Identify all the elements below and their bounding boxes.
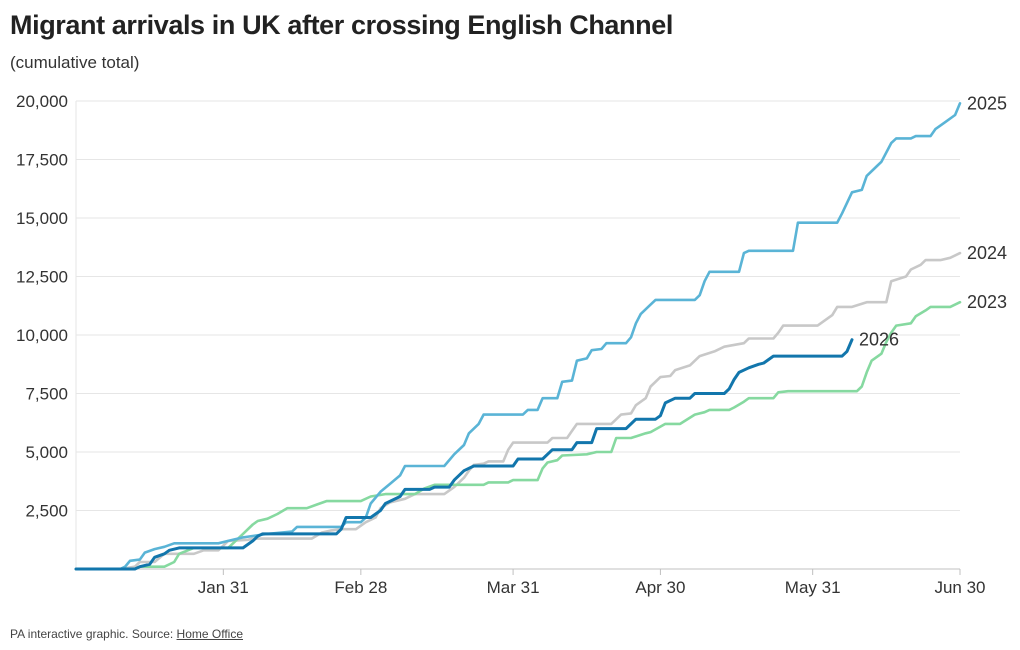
series-line-2026 xyxy=(74,338,854,571)
series-line-2025 xyxy=(74,102,962,571)
series-lines xyxy=(74,102,962,571)
series-line-2024 xyxy=(74,251,962,571)
y-tick-label: 2,500 xyxy=(25,502,68,521)
x-tick-label: Mar 31 xyxy=(487,578,540,597)
source-link[interactable]: Home Office xyxy=(176,627,243,641)
x-tick-label: Jun 30 xyxy=(934,578,985,597)
y-tick-label: 15,000 xyxy=(16,209,68,228)
series-label-2026: 2026 xyxy=(859,330,899,350)
y-tick-label: 10,000 xyxy=(16,326,68,345)
footer-text: PA interactive graphic. Source: xyxy=(10,627,177,641)
x-axis: Jan 31 Feb 28 Mar 31 Apr 30 May 31 Jun 30 xyxy=(76,568,986,597)
gridlines xyxy=(76,100,960,511)
footer-source: PA interactive graphic. Source: Home Off… xyxy=(10,627,243,641)
y-tick-label: 20,000 xyxy=(16,92,68,111)
y-axis: 2,500 5,000 7,500 10,000 12,500 15,000 17,500 2… xyxy=(16,92,77,569)
x-tick-label: May 31 xyxy=(785,578,841,597)
x-tick-label: Feb 28 xyxy=(334,578,387,597)
series-labels: 2025 2024 2023 2026 xyxy=(859,93,1007,349)
series-line-2023 xyxy=(74,300,962,571)
chart-title: Migrant arrivals in UK after crossing En… xyxy=(10,10,673,40)
series-label-2023: 2023 xyxy=(967,292,1007,312)
x-tick-label: Apr 30 xyxy=(635,578,685,597)
y-tick-label: 5,000 xyxy=(25,443,68,462)
x-tick-label: Jan 31 xyxy=(198,578,249,597)
y-tick-label: 17,500 xyxy=(16,151,68,170)
chart-subtitle: (cumulative total) xyxy=(10,53,140,72)
y-tick-label: 7,500 xyxy=(25,385,68,404)
series-label-2024: 2024 xyxy=(967,243,1007,263)
series-label-2025: 2025 xyxy=(967,93,1007,113)
y-tick-label: 12,500 xyxy=(16,268,68,287)
